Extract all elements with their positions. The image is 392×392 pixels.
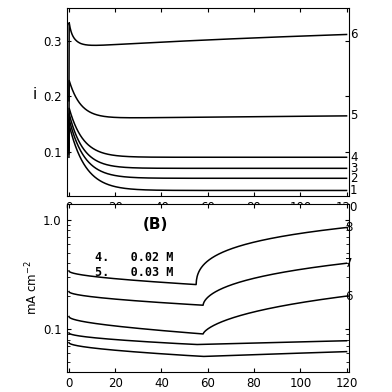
Text: 1: 1 bbox=[350, 184, 358, 197]
Text: (B): (B) bbox=[143, 217, 168, 232]
Text: 5: 5 bbox=[350, 109, 358, 122]
Y-axis label: mA cm$^{-2}$: mA cm$^{-2}$ bbox=[24, 261, 40, 316]
Text: 8: 8 bbox=[345, 221, 353, 234]
Y-axis label: i: i bbox=[33, 87, 37, 102]
Text: 6: 6 bbox=[350, 28, 358, 41]
Text: 7: 7 bbox=[345, 257, 353, 270]
Text: 4.   0.02 M
5.   0.03 M: 4. 0.02 M 5. 0.03 M bbox=[95, 251, 173, 279]
Text: 4: 4 bbox=[350, 151, 358, 164]
Text: 2: 2 bbox=[350, 172, 358, 185]
Text: 3: 3 bbox=[350, 162, 358, 175]
Text: 6: 6 bbox=[345, 290, 353, 303]
